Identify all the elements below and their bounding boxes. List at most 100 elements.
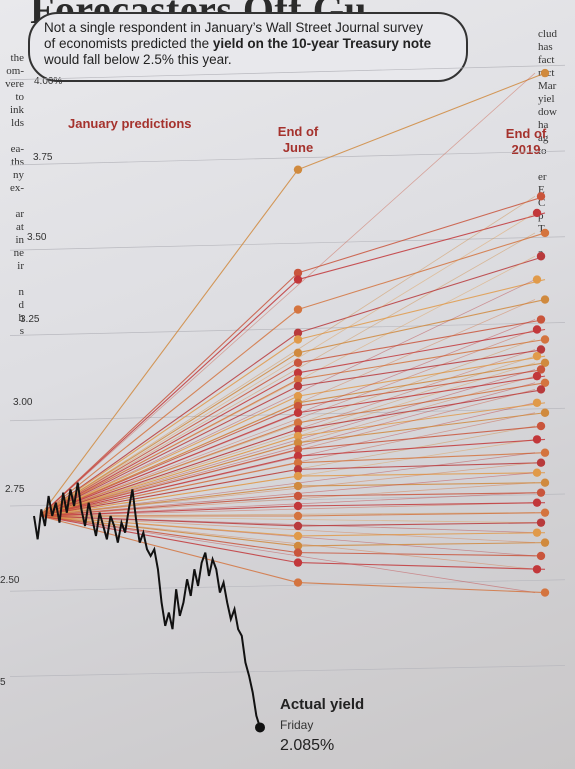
- forecast-line-direct: [39, 452, 536, 517]
- forecast-line-june: [39, 442, 299, 517]
- forecast-line-2019: [297, 492, 546, 497]
- left-column-line: in: [15, 234, 24, 246]
- left-column-line: ink: [9, 104, 24, 116]
- forecast-line-direct: [39, 232, 536, 517]
- forecast-line-2019: [297, 318, 546, 364]
- forecast-line-2019: [297, 72, 546, 171]
- forecast-line-2019: [297, 328, 546, 374]
- forecast-line-direct: [39, 515, 536, 593]
- forecast-line-june: [39, 378, 299, 517]
- end-2019-forecast-point: [536, 252, 546, 261]
- end-2019-forecast-point: [536, 518, 546, 527]
- end-2019-forecast-point: [540, 358, 550, 368]
- forecast-line-june: [39, 405, 299, 517]
- actual-yield-value: 2.085%: [280, 737, 335, 754]
- forecast-line-june: [39, 455, 299, 517]
- forecast-line-2019: [297, 532, 546, 537]
- end-2019-forecast-point: [536, 421, 546, 431]
- end-2019-forecast-point: [536, 551, 546, 561]
- end-2019-forecast-point: [536, 488, 546, 497]
- y-tick-375: 3.75: [33, 152, 53, 163]
- end-2019-forecast-point: [532, 398, 542, 407]
- left-column-line: s: [19, 325, 24, 337]
- forecast-line-june: [39, 272, 299, 517]
- forecast-line-direct: [39, 482, 536, 517]
- forecast-line-direct: [39, 515, 536, 544]
- forecast-line-june: [39, 339, 299, 517]
- end-2019-forecast-point: [536, 345, 546, 354]
- end-2019-forecast-point: [532, 528, 542, 537]
- forecast-line-june: [39, 485, 299, 517]
- end-2019-forecast-point: [532, 325, 542, 334]
- june-forecast-point: [293, 438, 303, 447]
- june-forecast-point: [293, 531, 303, 541]
- june-forecast-point: [293, 368, 303, 377]
- end-2019-forecast-point: [532, 565, 542, 574]
- callout-box: Not a single respondent in January’s Wal…: [28, 12, 468, 82]
- forecast-line-2019: [297, 375, 546, 414]
- forecast-line-direct: [39, 299, 536, 517]
- left-column-line: ex-: [9, 182, 24, 194]
- callout-line-2a: of economists predicted the: [44, 36, 213, 51]
- forecast-line-2019: [297, 562, 546, 570]
- forecast-line-2019: [297, 382, 546, 424]
- forecast-line-2019: [297, 412, 546, 444]
- forecast-line-2019: [297, 279, 546, 341]
- forecast-line-direct: [39, 502, 536, 517]
- gridline: [9, 665, 566, 677]
- gridline: [9, 322, 566, 336]
- forecast-line-2019: [297, 212, 546, 281]
- left-column-line: the: [10, 52, 24, 64]
- left-column-text: the om-vere to ink lds ea-ths ny ex- ar at in ne i…: [0, 52, 24, 338]
- right-column-line: clud: [538, 28, 557, 40]
- forecast-line-2019: [297, 482, 546, 487]
- gridline: [9, 150, 566, 166]
- end-2019-forecast-point: [532, 498, 542, 507]
- forecast-line-2019: [297, 368, 546, 407]
- june-forecast-point: [293, 501, 303, 511]
- forecast-line-2019: [297, 502, 546, 507]
- actual-yield-line: [33, 482, 261, 728]
- forecast-line-direct: [39, 212, 536, 517]
- gridline: [9, 236, 566, 251]
- june-forecast-point: [293, 511, 303, 521]
- left-column-line: to: [15, 91, 24, 103]
- june-forecast-point: [293, 431, 303, 441]
- forecast-line-2019: [297, 402, 546, 437]
- june-forecast-point: [293, 465, 303, 474]
- forecast-line-direct: [39, 279, 536, 517]
- callout-line-1: Not a single respondent in January’s Wal…: [44, 20, 423, 35]
- end-2019-forecast-point: [540, 508, 550, 517]
- forecast-line-2019: [297, 255, 546, 334]
- end-2019-forecast-point: [536, 365, 546, 374]
- end-2019-forecast-point: [532, 208, 542, 218]
- end-2019-forecast-point: [540, 448, 550, 457]
- col-header-june: End of June: [277, 124, 319, 155]
- left-column-line: ea-: [10, 143, 24, 155]
- forecast-line-direct: [39, 355, 536, 517]
- right-column-line: er: [538, 171, 547, 183]
- june-forecast-point: [293, 458, 303, 467]
- june-forecast-point: [293, 335, 303, 344]
- col-header-2019: End of 2019: [505, 126, 547, 157]
- right-column-line: T: [538, 223, 545, 235]
- end-2019-forecast-point: [540, 478, 550, 487]
- forecast-line-2019: [297, 552, 546, 557]
- gridline: [9, 407, 566, 422]
- june-forecast-point: [293, 328, 303, 338]
- left-column-line: ne: [13, 247, 24, 259]
- right-column-line: Mar: [538, 80, 557, 92]
- y-tick-325: 3.25: [20, 314, 40, 325]
- forecast-line-june: [39, 169, 299, 517]
- forecast-line-june: [39, 385, 299, 517]
- left-column-line: lds: [11, 117, 24, 129]
- forecast-line-direct: [39, 339, 536, 517]
- end-2019-forecast-point: [540, 408, 550, 417]
- y-tick-275: 2.75: [5, 484, 25, 495]
- forecast-line-2019: [297, 348, 546, 387]
- end-2019-forecast-point: [536, 192, 546, 201]
- forecast-line-2019: [297, 299, 546, 354]
- forecast-line-2019: [297, 472, 546, 477]
- forecast-line-direct: [39, 389, 536, 517]
- end-2019-forecast-point: [540, 68, 550, 78]
